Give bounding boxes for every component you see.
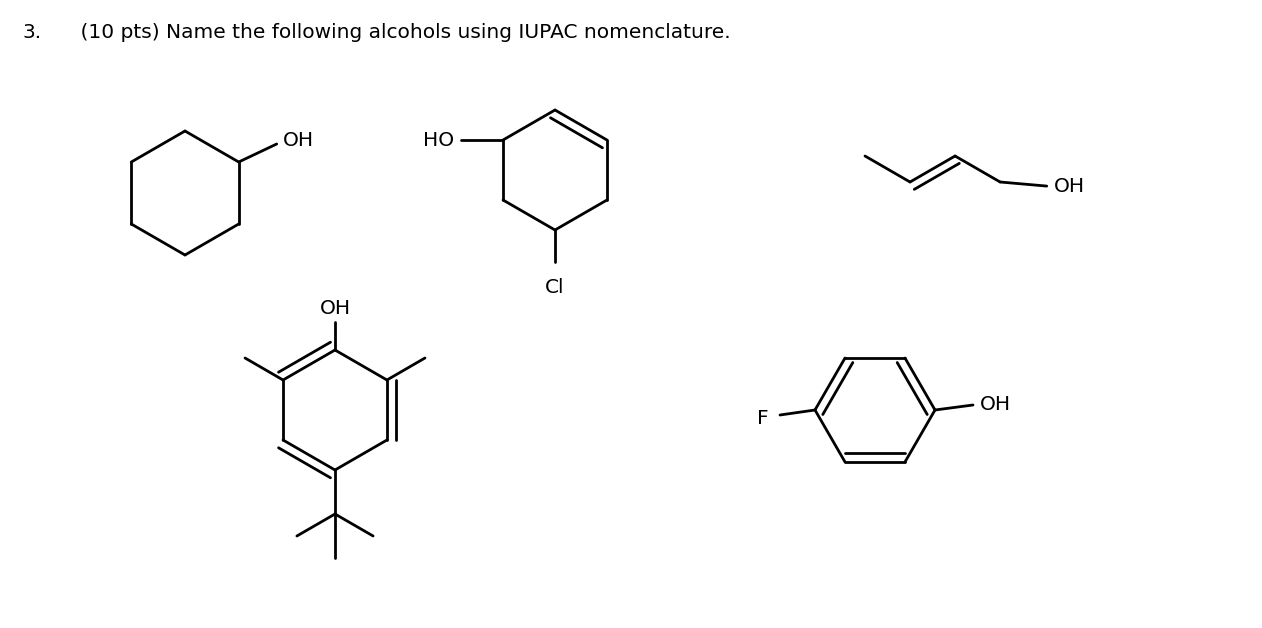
Text: Cl: Cl [545, 278, 565, 297]
Text: OH: OH [319, 298, 351, 318]
Text: OH: OH [979, 396, 1011, 414]
Text: F: F [757, 408, 769, 428]
Text: 3.: 3. [21, 23, 42, 42]
Text: OH: OH [283, 131, 314, 149]
Text: OH: OH [1054, 176, 1085, 195]
Text: HO: HO [424, 131, 454, 149]
Text: (10 pts) Name the following alcohols using IUPAC nomenclature.: (10 pts) Name the following alcohols usi… [56, 23, 731, 42]
